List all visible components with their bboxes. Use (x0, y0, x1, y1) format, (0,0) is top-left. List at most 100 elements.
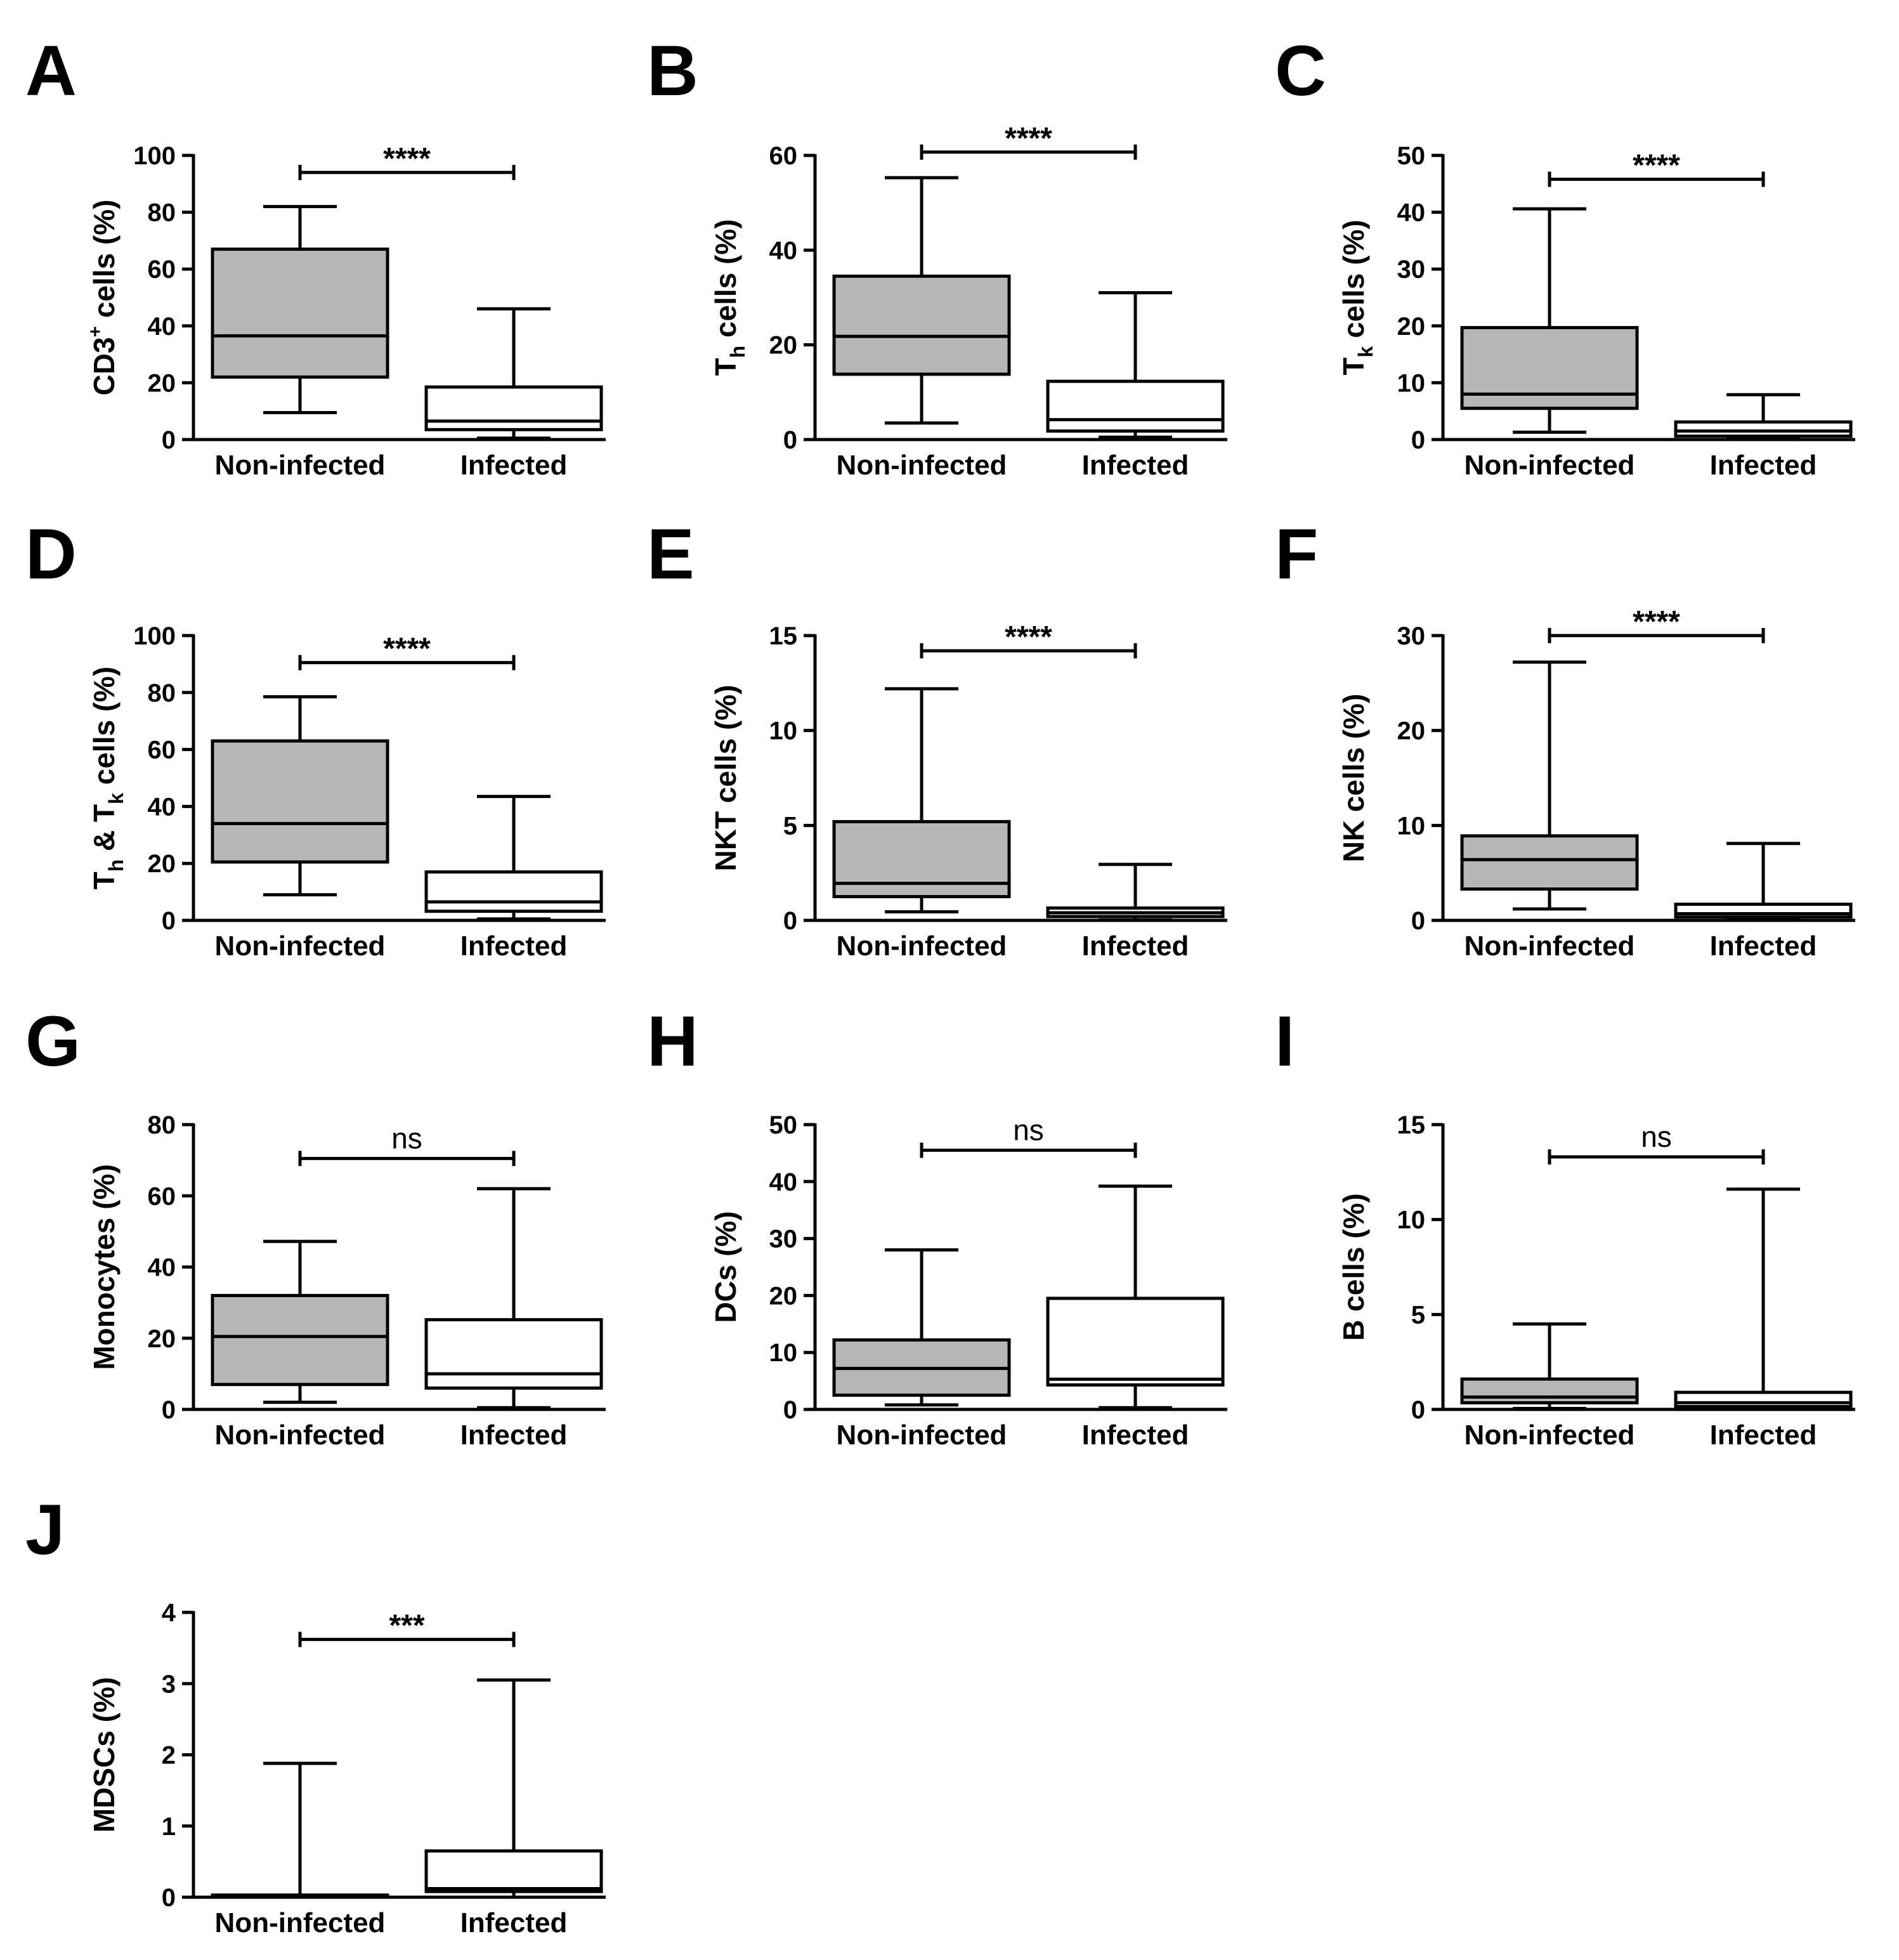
x-category-label: Non-infected (215, 931, 386, 962)
y-tick-label: 60 (769, 142, 798, 170)
y-tick-label: 30 (769, 1225, 798, 1253)
y-axis-label-part: h (726, 346, 749, 358)
y-axis-label: NK cells (%) (1337, 694, 1370, 863)
y-tick-label: 20 (148, 369, 176, 397)
panel-letter: G (25, 1002, 81, 1081)
y-tick-label: 10 (1397, 812, 1426, 840)
y-tick-label: 30 (1397, 256, 1426, 284)
y-tick-label: 0 (162, 1396, 176, 1424)
y-tick-label: 50 (769, 1111, 798, 1139)
box-infected-iqr-box (1046, 1297, 1225, 1387)
y-axis-label-part: cells (%) (1337, 219, 1370, 346)
significance-label: **** (1633, 149, 1680, 183)
y-tick-label: 0 (1411, 907, 1425, 935)
y-tick-label: 20 (769, 1282, 798, 1310)
x-category-label: Infected (460, 1907, 568, 1938)
significance-label: **** (1005, 122, 1052, 155)
panel-letter: J (25, 1490, 65, 1569)
box-non-infected-iqr-box (211, 247, 389, 379)
box-non-infected-iqr-box (832, 274, 1011, 376)
y-tick-label: 15 (1397, 1111, 1426, 1139)
x-category-label: Non-infected (215, 1420, 386, 1451)
y-tick-label: 0 (1411, 1396, 1425, 1424)
y-axis-label-part: B cells (%) (1337, 1193, 1370, 1341)
y-axis-label-part: cells (%) (88, 667, 121, 793)
x-category-label: Infected (460, 931, 568, 962)
y-axis-label: CD3+ cells (%) (85, 200, 121, 396)
y-tick-label: 60 (148, 736, 176, 764)
y-tick-label: 20 (1397, 313, 1426, 341)
y-axis-label: MDSCs (%) (88, 1677, 121, 1833)
y-axis-label-part: T (1337, 358, 1370, 376)
y-tick-label: 20 (148, 1325, 176, 1353)
panel-d: D 0 20 40 60 80 100 Non-infected Infected **** Th … (25, 514, 606, 962)
x-category-label: Infected (1710, 1420, 1817, 1451)
y-tick-label: 0 (162, 907, 176, 935)
box-non-infected-iqr-box (211, 739, 389, 864)
x-category-label: Non-infected (215, 450, 386, 481)
y-tick-label: 0 (783, 426, 797, 454)
x-category-label: Infected (1082, 450, 1189, 481)
panel-letter: E (647, 514, 695, 594)
x-category-label: Non-infected (837, 1420, 1007, 1451)
box-infected-iqr-box (1046, 379, 1225, 433)
y-tick-label: 10 (1397, 1206, 1426, 1234)
y-tick-label: 40 (148, 1254, 176, 1282)
panel-letter: A (25, 31, 77, 110)
y-tick-label: 100 (133, 622, 176, 650)
y-axis-label-part: Monocytes (%) (88, 1164, 121, 1370)
x-category-label: Infected (460, 1420, 568, 1451)
panel-b: B 0 20 40 60 Non-infected Infected **** Th cells… (647, 31, 1227, 481)
panel-letter: D (25, 514, 77, 594)
x-category-label: Infected (1710, 931, 1817, 962)
y-tick-label: 0 (783, 907, 797, 935)
panel-i: I 0 5 10 15 Non-infected Infected ns B cells (%) (1275, 1002, 1855, 1451)
y-tick-label: 60 (148, 1182, 176, 1210)
panel-g: G 0 20 40 60 80 Non-infected Infected ns Monocyte… (25, 1002, 606, 1451)
y-tick-label: 40 (769, 1168, 798, 1196)
panel-letter: B (647, 31, 698, 110)
significance-label: **** (1005, 620, 1052, 654)
x-category-label: Non-infected (1465, 1420, 1635, 1451)
y-tick-label: 2 (162, 1742, 176, 1770)
x-category-label: Infected (460, 450, 568, 481)
y-axis-label-part: T (709, 358, 742, 376)
panel-letter: H (647, 1002, 698, 1081)
significance-label: ns (391, 1121, 422, 1154)
panel-letter: C (1275, 31, 1326, 110)
y-tick-label: 30 (1397, 622, 1426, 650)
box-non-infected-iqr-box (1460, 1377, 1639, 1405)
panel-a: A 0 20 40 60 80 100 Non-infected Infected **** CD3… (25, 31, 606, 481)
y-tick-label: 5 (783, 812, 797, 840)
significance-label: ns (1641, 1120, 1672, 1153)
y-tick-label: 1 (162, 1813, 176, 1841)
y-axis-label: NKT cells (%) (709, 685, 742, 872)
box-infected-iqr-box (424, 1849, 603, 1893)
y-tick-label: 40 (148, 793, 176, 821)
y-tick-label: 4 (162, 1599, 176, 1627)
y-tick-label: 0 (162, 1884, 176, 1912)
box-non-infected-iqr-box (211, 1293, 389, 1387)
panel-f: F 0 10 20 30 Non-infected Infected **** NK cells… (1275, 514, 1855, 962)
y-tick-label: 80 (148, 199, 176, 227)
y-tick-label: 20 (1397, 717, 1426, 745)
panel-e: E 0 5 10 15 Non-infected Infected **** NKT cells… (647, 514, 1227, 962)
x-category-label: Non-infected (1465, 931, 1635, 962)
significance-label: ns (1013, 1113, 1044, 1146)
box-infected-iqr-box (424, 385, 603, 431)
y-tick-label: 10 (1397, 369, 1426, 397)
box-non-infected-iqr-box (832, 820, 1011, 899)
y-axis-label-part: k (1354, 346, 1377, 358)
y-tick-label: 20 (148, 850, 176, 878)
y-axis-label: Th & Tk cells (%) (88, 667, 127, 890)
x-category-label: Infected (1082, 1420, 1189, 1451)
y-tick-label: 10 (769, 1339, 798, 1367)
y-tick-label: 20 (769, 332, 798, 360)
y-axis-label: B cells (%) (1337, 1193, 1370, 1341)
y-tick-label: 40 (1397, 199, 1426, 227)
y-axis-label-part: MDSCs (%) (88, 1677, 121, 1833)
box-infected-iqr-box (1674, 420, 1853, 438)
panel-letter: F (1275, 514, 1318, 594)
x-category-label: Non-infected (1465, 450, 1635, 481)
